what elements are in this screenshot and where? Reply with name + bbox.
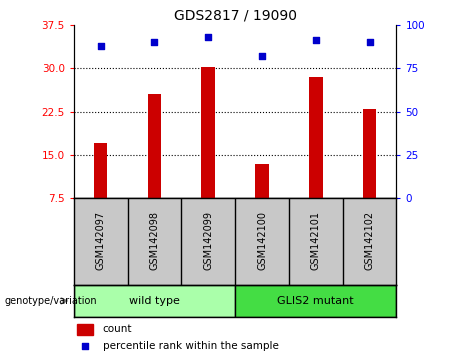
Point — [81, 343, 89, 349]
Bar — [201, 67, 215, 198]
Text: GSM142101: GSM142101 — [311, 211, 321, 270]
Text: GSM142097: GSM142097 — [95, 211, 106, 270]
Text: GLIS2 mutant: GLIS2 mutant — [278, 296, 354, 306]
Bar — [148, 94, 161, 198]
Text: GSM142102: GSM142102 — [365, 211, 375, 270]
Text: wild type: wild type — [129, 296, 180, 306]
Bar — [74, 285, 235, 317]
Title: GDS2817 / 19090: GDS2817 / 19090 — [174, 8, 296, 22]
Text: GSM142100: GSM142100 — [257, 211, 267, 270]
Point — [97, 43, 104, 48]
Bar — [77, 324, 93, 335]
Text: genotype/variation: genotype/variation — [5, 296, 97, 306]
Bar — [363, 109, 376, 198]
Text: percentile rank within the sample: percentile rank within the sample — [103, 341, 279, 351]
Text: GSM142099: GSM142099 — [203, 211, 213, 270]
Bar — [255, 164, 269, 198]
Point — [312, 38, 319, 43]
Bar — [94, 143, 107, 198]
Text: count: count — [103, 324, 132, 334]
Bar — [309, 77, 323, 198]
Text: GSM142098: GSM142098 — [149, 211, 160, 270]
Point — [258, 53, 266, 59]
Point — [151, 39, 158, 45]
Point — [366, 39, 373, 45]
Point — [205, 34, 212, 40]
Bar — [235, 285, 396, 317]
